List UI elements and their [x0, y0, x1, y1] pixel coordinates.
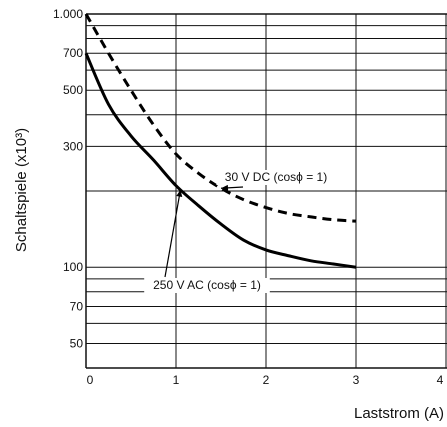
y-tick-label: 70 [70, 299, 84, 313]
y-tick-label: 1.000 [53, 7, 83, 21]
y-axis-label: Schaltspiele (x10³) [13, 128, 30, 252]
y-tick-label: 500 [63, 83, 83, 97]
y-tick-label: 50 [70, 336, 84, 350]
y-tick-label: 300 [63, 139, 83, 153]
annotation-30v-dc: 30 V DC (cosϕ = 1) [225, 170, 327, 184]
series-line-30v-dc [84, 13, 357, 223]
x-axis-label: Laststrom (A) [354, 405, 444, 422]
annotation-background [216, 170, 336, 185]
annotation-background [144, 278, 270, 293]
annotation-arrowhead [176, 189, 183, 198]
x-tick-label: 1 [173, 373, 180, 387]
series-line-250v-ac [84, 52, 357, 269]
annotation-leader-line [164, 189, 182, 278]
x-tick-label: 4 [437, 373, 444, 387]
x-tick-label: 3 [353, 373, 360, 387]
y-tick-label: 700 [63, 46, 83, 60]
x-tick-label: 0 [87, 373, 94, 387]
annotation-arrowhead [221, 184, 229, 191]
annotations: 30 V DC (cosϕ = 1) 250 V AC (cosϕ = 1) [144, 170, 336, 293]
x-tick-label: 2 [263, 373, 270, 387]
y-tick-label: 100 [63, 260, 83, 274]
annotation-250v-ac: 250 V AC (cosϕ = 1) [153, 278, 261, 292]
series-layer [84, 13, 357, 269]
grid [85, 13, 447, 369]
